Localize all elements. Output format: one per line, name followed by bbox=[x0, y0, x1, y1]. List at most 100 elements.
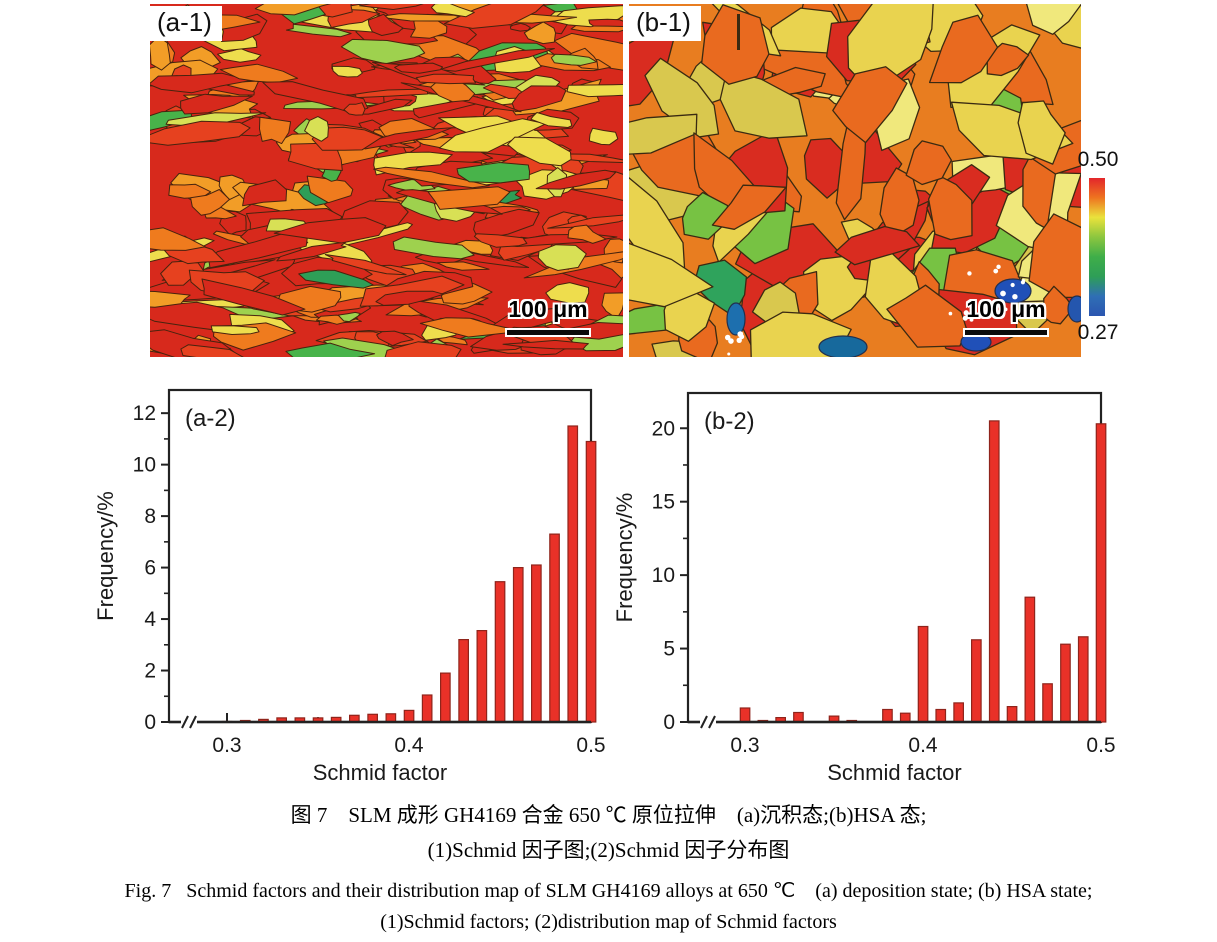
y-tick-label: 0 bbox=[144, 711, 156, 734]
bar-0.45 bbox=[494, 581, 506, 723]
bar-0.42 bbox=[440, 672, 451, 723]
grain bbox=[306, 175, 354, 204]
y-tick-label: 0 bbox=[663, 711, 675, 734]
x-tick-label: 0.3 bbox=[212, 734, 241, 757]
caption-en-line2: (1)Schmid factors; (2)distribution map o… bbox=[380, 911, 837, 933]
bar-0.43 bbox=[970, 639, 982, 723]
y-axis-title: Frequency/% bbox=[93, 491, 118, 621]
panel-label-a2: (a-2) bbox=[185, 405, 236, 432]
grain bbox=[285, 342, 376, 357]
grain bbox=[1025, 4, 1081, 35]
grain bbox=[832, 66, 908, 144]
grain bbox=[254, 4, 332, 16]
grain bbox=[150, 227, 206, 251]
axis-break-gap bbox=[181, 718, 197, 726]
grain bbox=[567, 224, 607, 244]
axis-break-gap bbox=[700, 718, 716, 726]
grain bbox=[438, 118, 547, 153]
grain bbox=[473, 208, 540, 241]
grain bbox=[384, 341, 462, 357]
grain bbox=[537, 244, 587, 271]
bar-0.40 bbox=[917, 625, 929, 723]
schmid-factor-colorbar bbox=[1089, 178, 1105, 316]
grain bbox=[601, 292, 623, 320]
grain bbox=[530, 112, 573, 128]
grain bbox=[711, 184, 787, 230]
plot-frame bbox=[167, 388, 593, 724]
axis-break-slash bbox=[181, 715, 189, 729]
bar-0.43 bbox=[458, 638, 469, 723]
grain bbox=[430, 4, 475, 18]
grain bbox=[217, 47, 262, 63]
grain bbox=[427, 186, 511, 210]
grain bbox=[1042, 285, 1074, 325]
grain bbox=[394, 62, 444, 74]
grain bbox=[545, 282, 590, 304]
chart-a2: 0 2 4 6 8 10 12 0.3 0.4 0.5 (a-2) Schmid factor Freq… bbox=[93, 388, 606, 785]
grain bbox=[905, 140, 953, 186]
caption-zh-line2: (1)Schmid 因子图;(2)Schmid 因子分布图 bbox=[427, 838, 790, 862]
grain bbox=[359, 4, 424, 10]
grain bbox=[180, 344, 244, 357]
grain bbox=[719, 68, 808, 139]
grain bbox=[150, 120, 251, 146]
grain bbox=[343, 102, 366, 116]
grain bbox=[588, 18, 623, 28]
grain bbox=[242, 179, 288, 207]
grain bbox=[629, 113, 698, 155]
x-tick-label: 0.4 bbox=[394, 734, 424, 757]
bar-0.49 bbox=[567, 425, 579, 723]
grain bbox=[375, 290, 444, 306]
panel-label-b1: (b-1) bbox=[629, 6, 701, 41]
grain bbox=[331, 65, 363, 78]
grain bbox=[150, 72, 252, 94]
bar-0.42 bbox=[953, 702, 965, 723]
grain bbox=[311, 126, 383, 151]
scalebar-line bbox=[505, 328, 591, 337]
grain bbox=[340, 38, 426, 65]
y-tick-label: 20 bbox=[652, 417, 675, 440]
grain bbox=[535, 169, 617, 190]
grain bbox=[165, 112, 267, 127]
y-tick-label: 4 bbox=[144, 608, 156, 631]
low-schmid-grain bbox=[1067, 295, 1081, 323]
grain bbox=[436, 261, 490, 271]
grain bbox=[210, 325, 260, 335]
grain bbox=[507, 136, 572, 167]
bar-0.39 bbox=[899, 712, 911, 723]
bar-0.41 bbox=[421, 694, 433, 723]
grain bbox=[180, 93, 253, 115]
bar-0.48 bbox=[549, 533, 560, 723]
grain bbox=[511, 85, 567, 113]
grain bbox=[150, 290, 191, 308]
grain bbox=[392, 236, 475, 260]
bar-0.48 bbox=[1060, 643, 1071, 723]
grain bbox=[304, 116, 329, 142]
grain bbox=[566, 84, 623, 98]
bar-0.41 bbox=[935, 708, 947, 723]
y-tick-label: 10 bbox=[133, 454, 156, 477]
grain-map-b1 bbox=[629, 4, 1081, 357]
grain bbox=[444, 4, 546, 29]
low-schmid-grain bbox=[726, 302, 746, 336]
x-tick-label: 0.4 bbox=[908, 734, 938, 757]
panel-label-b2: (b-2) bbox=[704, 408, 755, 435]
y-tick-label: 15 bbox=[652, 491, 675, 514]
grain bbox=[376, 330, 414, 347]
grain-boundary-mark bbox=[737, 14, 740, 50]
grain bbox=[337, 311, 361, 323]
grain bbox=[473, 233, 528, 248]
low-schmid-grain bbox=[818, 335, 868, 357]
bar-0.46 bbox=[1024, 596, 1036, 723]
colorbar-min-label: 0.27 bbox=[1077, 321, 1119, 344]
bar-0.50 bbox=[585, 440, 597, 723]
x-axis-title: Schmid factor bbox=[827, 760, 962, 785]
y-tick-label: 10 bbox=[652, 564, 675, 587]
bar-0.30 bbox=[739, 707, 751, 723]
chart-b2: 0 5 10 15 20 0.3 0.4 0.5 (b-2) Schmid factor Frequ… bbox=[612, 391, 1116, 785]
grain bbox=[629, 242, 714, 308]
bar-0.49 bbox=[1077, 636, 1089, 723]
x-tick-label: 0.5 bbox=[576, 734, 605, 757]
grain bbox=[259, 116, 292, 145]
